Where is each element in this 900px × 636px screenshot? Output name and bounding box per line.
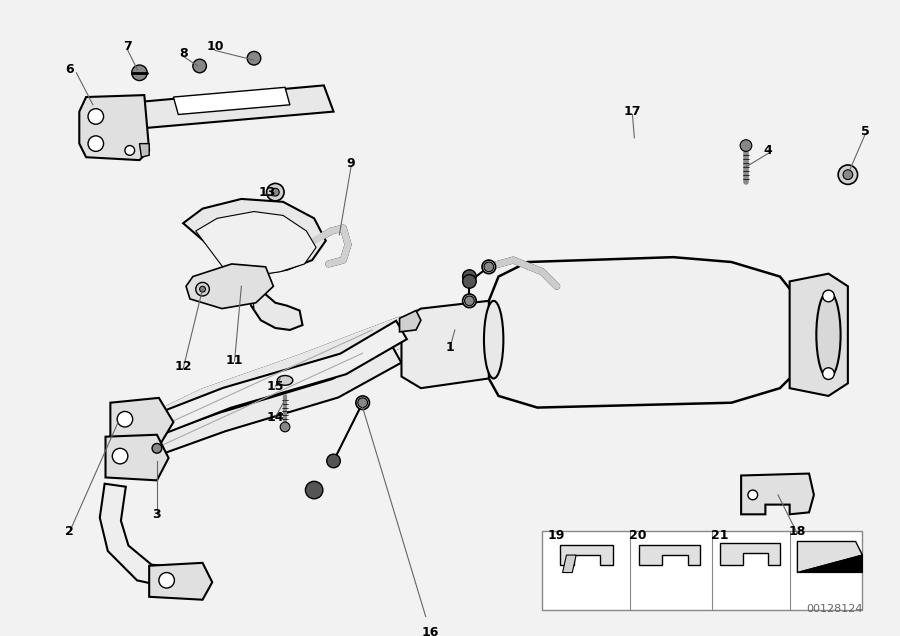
- Text: 5: 5: [861, 125, 869, 137]
- Polygon shape: [105, 435, 168, 480]
- Ellipse shape: [484, 301, 503, 378]
- Polygon shape: [140, 85, 334, 128]
- Circle shape: [117, 411, 132, 427]
- Polygon shape: [797, 541, 862, 572]
- Circle shape: [463, 275, 476, 288]
- Polygon shape: [797, 555, 862, 572]
- Text: 20: 20: [628, 529, 646, 542]
- Circle shape: [131, 65, 148, 81]
- Circle shape: [838, 165, 858, 184]
- Circle shape: [193, 59, 206, 73]
- Circle shape: [266, 183, 284, 201]
- Polygon shape: [140, 144, 149, 157]
- Text: 4: 4: [764, 144, 773, 157]
- Circle shape: [823, 290, 834, 302]
- Text: 12: 12: [175, 361, 192, 373]
- Polygon shape: [789, 273, 848, 396]
- Circle shape: [843, 170, 852, 179]
- Polygon shape: [720, 543, 780, 565]
- Circle shape: [125, 146, 135, 155]
- Circle shape: [463, 270, 476, 284]
- Circle shape: [159, 572, 175, 588]
- Text: 11: 11: [226, 354, 243, 368]
- Text: 15: 15: [266, 380, 284, 392]
- Ellipse shape: [482, 260, 496, 273]
- Polygon shape: [562, 555, 576, 572]
- Text: 19: 19: [548, 529, 565, 542]
- Text: 13: 13: [259, 186, 276, 198]
- Ellipse shape: [463, 294, 476, 308]
- Circle shape: [327, 454, 340, 467]
- Polygon shape: [100, 484, 176, 588]
- Polygon shape: [196, 212, 316, 308]
- Circle shape: [464, 296, 474, 306]
- Text: 2: 2: [65, 525, 74, 538]
- Ellipse shape: [816, 291, 841, 378]
- Circle shape: [305, 481, 323, 499]
- Text: 6: 6: [66, 64, 74, 76]
- Polygon shape: [111, 398, 174, 446]
- Polygon shape: [149, 563, 212, 600]
- Circle shape: [88, 136, 104, 151]
- Circle shape: [740, 140, 752, 151]
- Text: 3: 3: [153, 508, 161, 521]
- Polygon shape: [146, 346, 401, 457]
- Text: 1: 1: [446, 341, 454, 354]
- Circle shape: [484, 262, 494, 272]
- Polygon shape: [560, 545, 613, 565]
- Polygon shape: [400, 310, 421, 332]
- Text: 8: 8: [179, 47, 187, 60]
- Polygon shape: [174, 87, 290, 114]
- Polygon shape: [741, 474, 814, 515]
- Polygon shape: [79, 95, 149, 160]
- Text: 16: 16: [422, 626, 439, 636]
- Text: 18: 18: [788, 525, 806, 538]
- Polygon shape: [183, 199, 326, 330]
- Polygon shape: [153, 321, 407, 435]
- Circle shape: [280, 422, 290, 432]
- Ellipse shape: [277, 375, 292, 385]
- Text: 14: 14: [266, 411, 284, 424]
- Circle shape: [358, 398, 367, 408]
- Bar: [542, 531, 862, 611]
- Text: 10: 10: [206, 40, 224, 53]
- Circle shape: [200, 286, 205, 292]
- Circle shape: [272, 188, 279, 196]
- Circle shape: [823, 368, 834, 380]
- Polygon shape: [401, 301, 489, 388]
- Circle shape: [112, 448, 128, 464]
- Circle shape: [196, 282, 210, 296]
- Ellipse shape: [356, 396, 370, 410]
- Text: 7: 7: [123, 40, 132, 53]
- Polygon shape: [186, 264, 274, 308]
- Text: 21: 21: [711, 529, 728, 542]
- Polygon shape: [639, 545, 700, 565]
- Polygon shape: [489, 257, 799, 408]
- Circle shape: [88, 109, 104, 124]
- Text: 9: 9: [346, 156, 356, 170]
- Circle shape: [152, 443, 162, 453]
- Circle shape: [248, 52, 261, 65]
- Text: 00128124: 00128124: [806, 604, 862, 614]
- Circle shape: [748, 490, 758, 500]
- Text: 17: 17: [624, 105, 641, 118]
